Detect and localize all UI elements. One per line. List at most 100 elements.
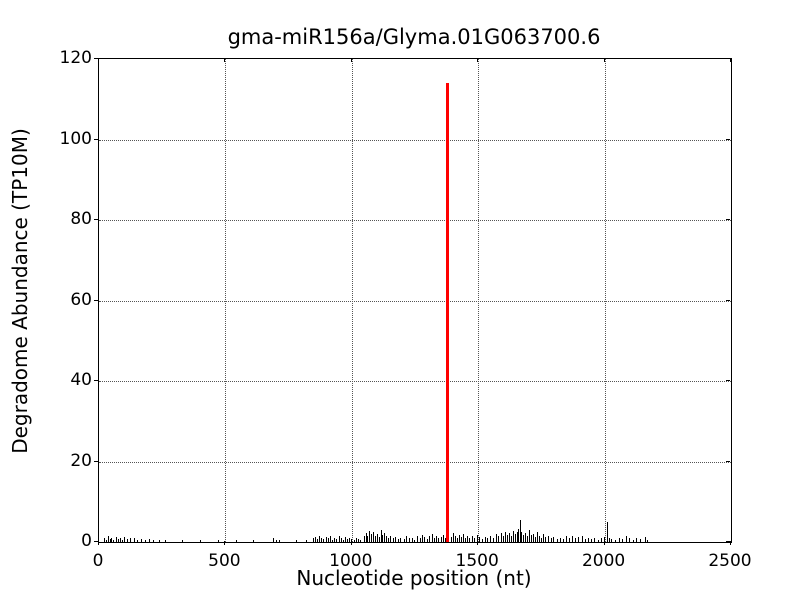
degradome-spike [504, 531, 506, 542]
x-tick-label: 500 [208, 551, 241, 571]
degradome-spike [442, 534, 444, 542]
degradome-spike [581, 535, 583, 542]
degradome-spike [604, 536, 606, 542]
degradome-spike [618, 537, 620, 542]
degradome-spike [346, 538, 348, 542]
gridline-horizontal [99, 381, 731, 382]
degradome-spike [507, 534, 509, 542]
y-tick-label: 80 [70, 209, 92, 229]
degradome-spike [278, 539, 280, 542]
degradome-spike [397, 539, 399, 542]
x-tick-mark [477, 541, 479, 545]
degradome-spike [164, 540, 166, 542]
degradome-spike [519, 519, 521, 542]
degradome-spike [565, 536, 567, 542]
y-tick-label: 60 [70, 289, 92, 310]
degradome-spike [606, 521, 608, 542]
degradome-spike [319, 535, 321, 542]
degradome-spike [217, 540, 219, 542]
degradome-spike [614, 539, 616, 542]
degradome-spike [532, 533, 534, 542]
x-tick-label: 2500 [708, 551, 752, 571]
degradome-spike [526, 536, 528, 542]
degradome-spike [492, 537, 494, 542]
degradome-spike [130, 538, 132, 542]
degradome-spike [354, 539, 356, 542]
degradome-spike [144, 540, 146, 542]
y-tick-mark-right [726, 138, 730, 140]
degradome-spike [452, 532, 454, 542]
degradome-spike [559, 537, 561, 542]
y-axis-right-tick-marks [726, 58, 731, 542]
degradome-spike [323, 539, 325, 542]
x-tick-mark [224, 541, 226, 545]
degradome-spike [336, 538, 338, 542]
degradome-spike [458, 534, 460, 542]
degradome-spike [482, 538, 484, 542]
x-tick-mark-top [730, 58, 731, 62]
gridline-vertical [604, 59, 606, 542]
degradome-spike [400, 537, 402, 542]
degradome-spike [119, 537, 121, 542]
gridline-vertical [351, 59, 353, 542]
x-tick-labels: 0 500 1000 1500 2000 2500 [93, 545, 752, 571]
degradome-spike [639, 538, 641, 542]
degradome-spike [367, 535, 369, 542]
degradome-spike [330, 536, 332, 542]
degradome-spike [456, 537, 458, 542]
degradome-spike [584, 538, 586, 542]
degradome-spike [636, 537, 638, 542]
degradome-spike [373, 532, 375, 542]
degradome-spike [622, 539, 624, 542]
degradome-spike [511, 535, 513, 542]
y-tick-labels: 0 20 40 60 80 100 120 [40, 48, 92, 551]
plot-area [98, 58, 732, 543]
y-tick-mark [94, 299, 98, 301]
degradome-spike [454, 535, 456, 542]
degradome-spike [109, 539, 111, 542]
degradome-spike [235, 540, 237, 542]
degradome-spike [374, 535, 376, 542]
degradome-spike [484, 536, 486, 542]
gridline-vertical [225, 59, 227, 542]
degradome-spike [182, 540, 184, 542]
degradome-spike [317, 538, 319, 542]
x-tick-label: 2000 [581, 551, 626, 571]
degradome-spike [509, 532, 511, 542]
degradome-spike [550, 538, 552, 542]
degradome-spike [502, 535, 504, 542]
gridline-horizontal [99, 461, 731, 463]
degradome-spike [522, 534, 524, 542]
y-tick-mark-right [726, 58, 730, 59]
degradome-spike [463, 533, 465, 542]
degradome-spike [587, 537, 589, 542]
x-axis-tick-marks [98, 541, 731, 545]
degradome-spike [409, 538, 411, 542]
degradome-spike [562, 538, 564, 542]
y-tick-label: 100 [59, 128, 92, 149]
degradome-spike [403, 538, 405, 542]
degradome-spike [127, 539, 129, 542]
degradome-spike [440, 536, 442, 542]
degradome-spike [334, 537, 336, 542]
degradome-spike [465, 537, 467, 542]
degradome-spike [395, 536, 397, 542]
degradome-spike [417, 535, 419, 542]
gridline-horizontal [99, 139, 731, 141]
degradome-spike [378, 537, 380, 542]
degradome-spike [275, 540, 277, 542]
degradome-spike [471, 536, 473, 542]
degradome-spike [315, 536, 317, 542]
degradome-spike [140, 538, 142, 542]
degradome-spike [569, 537, 571, 542]
degradome-spike [626, 536, 628, 542]
plot-inner [99, 59, 731, 542]
degradome-spike [632, 539, 634, 542]
y-tick-mark-right [726, 541, 730, 542]
y-tick-mark-right [726, 460, 730, 462]
degradome-spike [340, 538, 342, 542]
degradome-spike [328, 538, 330, 542]
degradome-spike [578, 537, 580, 542]
y-tick-mark-right [726, 299, 730, 301]
